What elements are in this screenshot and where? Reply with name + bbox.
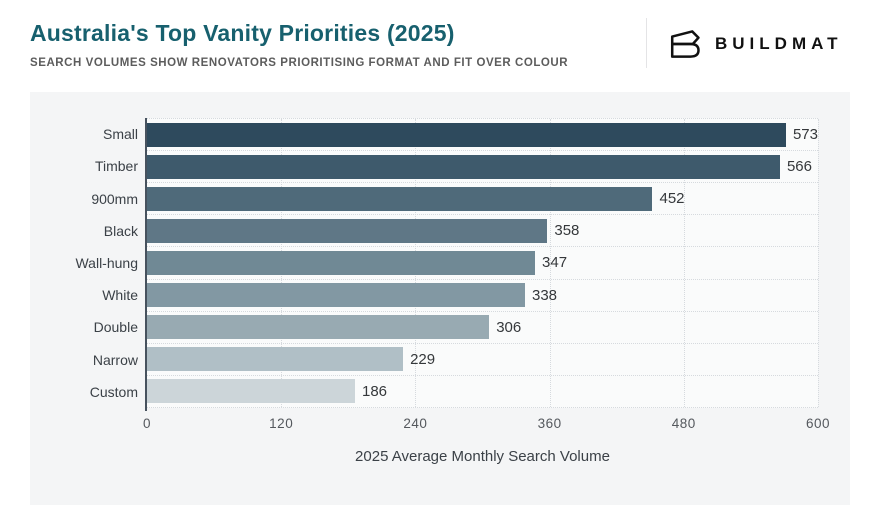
bar-row: 186 (147, 376, 818, 407)
bar-row: 306 (147, 312, 818, 344)
bar (147, 250, 536, 275)
bar (147, 154, 780, 179)
page-title: Australia's Top Vanity Priorities (2025) (30, 20, 455, 46)
vertical-gridline (549, 119, 551, 407)
brand-name: BUILDMAT (715, 34, 843, 53)
bar-value-label: 338 (531, 286, 558, 304)
bar (147, 347, 404, 372)
bar-value-label: 306 (496, 318, 522, 336)
category-label: Narrow (92, 351, 138, 368)
bar-value-label: 566 (786, 158, 812, 176)
bar (147, 122, 786, 147)
category-label: White (102, 287, 138, 304)
x-axis-ticks: 0 120 240 360 480 600 (143, 408, 830, 432)
bar (147, 186, 653, 211)
bar-row: 566 (147, 151, 818, 184)
category-label: Double (93, 319, 138, 336)
x-tick-label: 0 (142, 416, 152, 431)
bar-row: 347 (147, 247, 818, 280)
x-tick-label: 120 (269, 416, 294, 431)
category-axis: Small Timber 900mm Black Wall-hung White Doubl… (30, 118, 138, 408)
vertical-gridline (683, 119, 685, 407)
bar (147, 218, 548, 243)
x-tick-label: 600 (805, 416, 831, 431)
buildmat-b-icon (670, 30, 700, 58)
bar-value-label: 229 (410, 350, 436, 368)
vertical-gridline (818, 119, 819, 407)
x-tick-label: 240 (403, 416, 428, 431)
category-label: Timber (94, 158, 138, 175)
bar-row: 358 (147, 215, 818, 248)
bar-row: 452 (147, 183, 818, 216)
bar-row: 229 (147, 344, 818, 376)
category-label: Black (103, 222, 138, 239)
bar-row: 573 (147, 119, 818, 152)
bar (147, 379, 355, 404)
x-tick-label: 480 (671, 416, 696, 431)
header-divider (646, 18, 647, 68)
category-label: Small (102, 126, 138, 143)
bar-value-label: 347 (542, 254, 568, 272)
x-tick-label: 360 (537, 416, 562, 431)
bar (147, 315, 490, 340)
bars-container: 573 566 452 358 347 338 306 229 186 (147, 119, 818, 407)
category-label: Custom (89, 383, 138, 400)
x-axis-title: 2025 Average Monthly Search Volume (355, 448, 610, 465)
category-label: Wall-hung (75, 254, 138, 271)
plot-area: 573 566 452 358 347 338 306 229 186 (145, 118, 819, 411)
brand-logo: BUILDMAT (668, 28, 843, 60)
category-label: 900mm (91, 190, 138, 207)
y-axis-line (145, 118, 147, 411)
bar-value-label: 573 (792, 126, 818, 144)
bar-value-label: 358 (554, 222, 580, 240)
bar-row: 338 (147, 280, 818, 312)
chart-panel: Small Timber 900mm Black Wall-hung White Doubl… (30, 92, 850, 505)
bar (147, 283, 525, 308)
bar-value-label: 452 (659, 190, 685, 208)
page-subtitle: SEARCH VOLUMES SHOW RENOVATORS PRIORITIS… (30, 57, 569, 69)
bar-value-label: 186 (362, 382, 388, 400)
